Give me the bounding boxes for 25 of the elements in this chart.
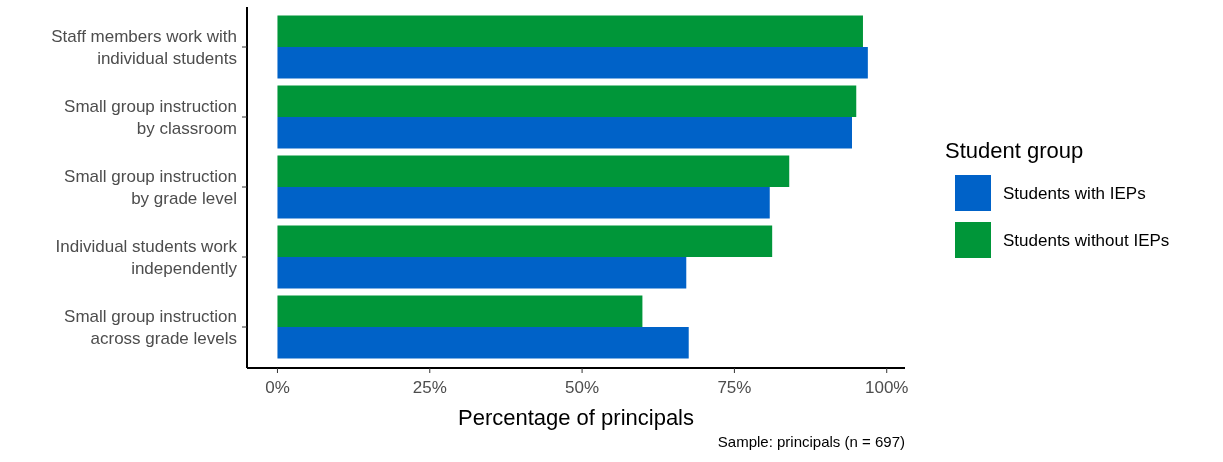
bar <box>277 295 643 327</box>
y-tick-label: Individual students work independently <box>55 237 238 278</box>
y-tick-label: Small group instruction by classroom <box>64 97 237 138</box>
x-tick-label: 50% <box>565 378 600 397</box>
bar <box>277 117 852 149</box>
legend-label: Students without IEPs <box>1003 231 1170 250</box>
text: Sample: principals (n = 697) <box>717 433 905 450</box>
x-tick-label: 75% <box>717 378 752 397</box>
x-tick-label: 0% <box>265 378 290 397</box>
bar <box>277 155 790 187</box>
bar <box>277 225 773 257</box>
legend-label: Students with IEPs <box>1003 184 1146 203</box>
bar <box>277 85 857 117</box>
x-tick-label: 100% <box>864 378 909 397</box>
x-axis-title: Percentage of principals <box>457 405 695 430</box>
y-tick-label: Small group instruction by grade level <box>64 167 237 208</box>
y-tick-label: Staff members work with individual students <box>51 27 237 68</box>
legend-title: Student group <box>945 138 1084 163</box>
bar <box>277 257 687 289</box>
x-tick-label: 25% <box>412 378 447 397</box>
bar <box>277 47 868 79</box>
bar <box>277 15 863 47</box>
bar <box>277 327 689 359</box>
y-tick-label: Small group instruction across grade levels <box>64 307 237 348</box>
bar <box>277 187 770 219</box>
